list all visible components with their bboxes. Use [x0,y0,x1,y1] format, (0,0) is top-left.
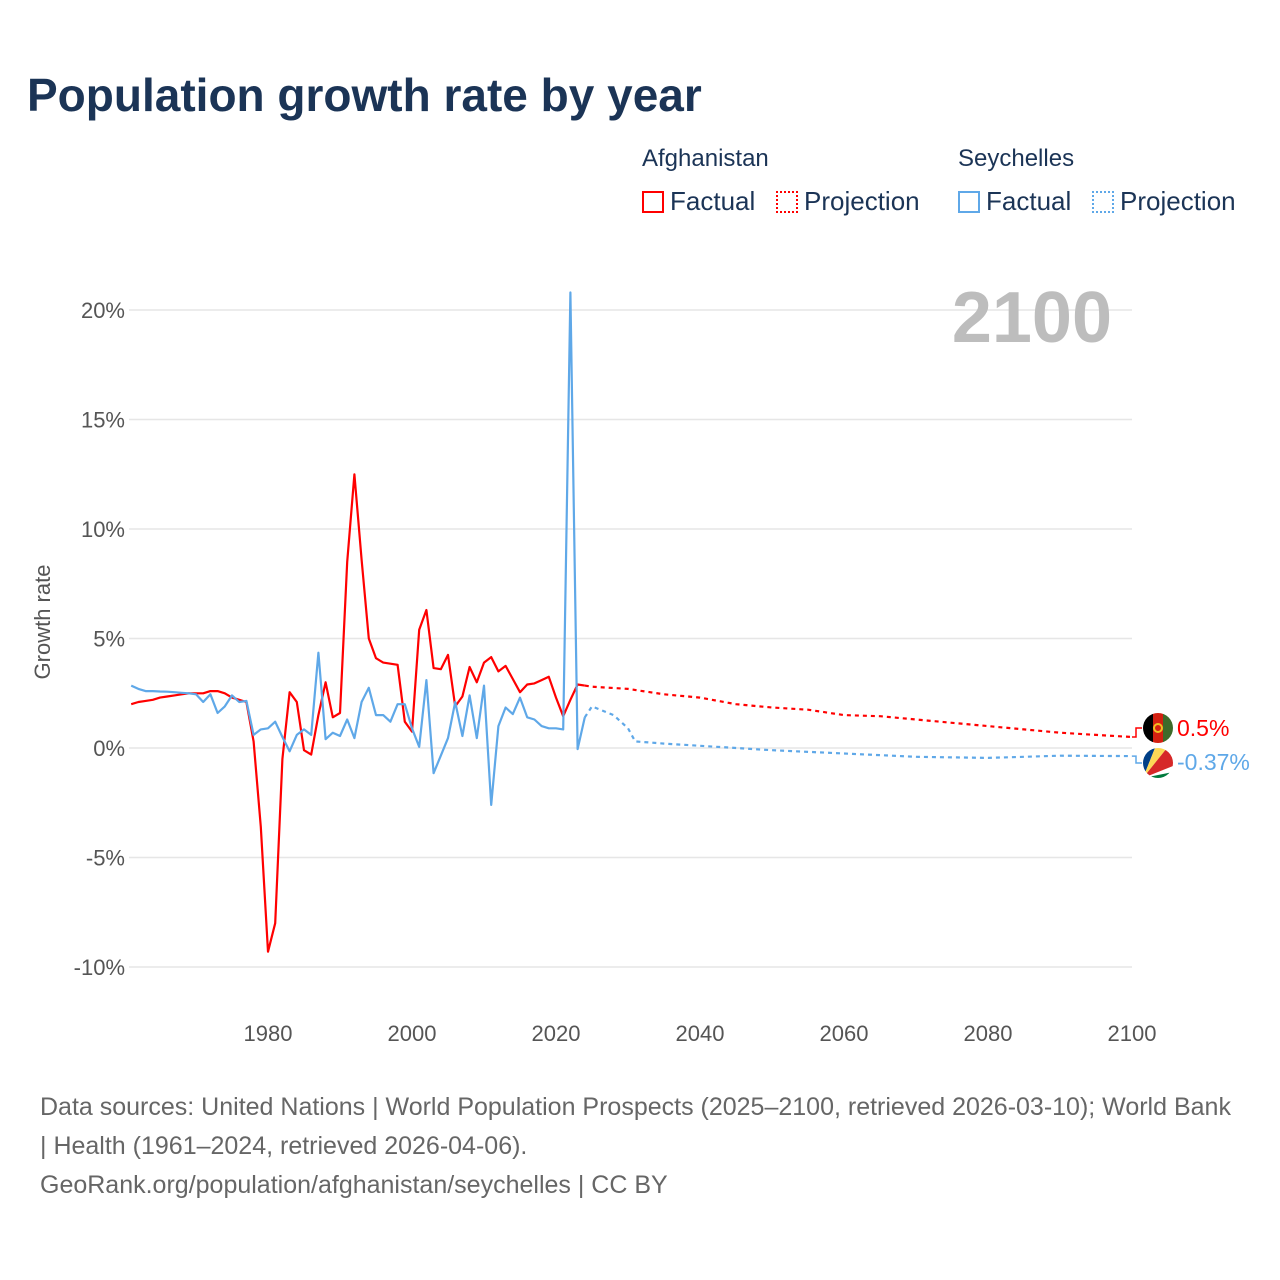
seychelles-factual-line [130,291,586,807]
seychelles-projection-line [583,705,1133,760]
afghanistan-end-label: 0.5% [1177,715,1229,741]
legend-afghanistan-projection[interactable]: Projection [776,186,920,217]
legend-seychelles-projection[interactable]: Projection [1092,186,1236,217]
x-tick-label: 1980 [244,1021,293,1046]
solid-swatch-icon [642,190,664,213]
legend-label: Projection [804,186,920,216]
x-tick-label: 2080 [964,1021,1013,1046]
data-sources: Data sources: United Nations | World Pop… [40,1093,1231,1160]
footer: Data sources: United Nations | World Pop… [40,1088,1240,1205]
legend-group-seychelles: Seychelles [958,145,1075,172]
y-tick-label: -10% [74,955,125,980]
dotted-swatch-icon [776,190,798,213]
legend-seychelles-factual[interactable]: Factual [958,186,1071,217]
y-tick-label: -5% [86,846,125,871]
legend-label: Factual [986,186,1072,216]
y-tick-label: 15% [81,408,125,433]
year-watermark: 2100 [952,278,1112,358]
legend-afghanistan-factual[interactable]: Factual [642,186,755,217]
x-tick-label: 2020 [532,1021,581,1046]
legend-label: Projection [1120,186,1236,216]
seychelles-flag-icon [1143,748,1173,778]
x-tick-label: 2060 [820,1021,869,1046]
line-chart: 20% 15% 10% 5% 0% -5% -10% 1980 2000 2020 2040 2060… [30,278,1250,1046]
afghanistan-projection-line [584,684,1133,739]
page-title: Population growth rate by year [27,69,702,121]
x-tick-label: 2100 [1108,1021,1157,1046]
solid-swatch-icon [958,190,980,213]
x-tick-label: 2040 [676,1021,725,1046]
source-link[interactable]: GeoRank.org/population/afghanistan/seych… [40,1171,668,1199]
y-tick-label: 5% [93,627,125,652]
y-tick-label: 20% [81,298,125,323]
x-tick-label: 2000 [388,1021,437,1046]
legend-group-afghanistan: Afghanistan [642,145,769,172]
afghanistan-factual-line [130,473,585,953]
afghanistan-flag-icon [1143,713,1173,743]
y-tick-label: 10% [81,517,125,542]
dotted-swatch-icon [1092,190,1114,213]
y-axis-label: Growth rate [30,565,55,680]
seychelles-end-label: -0.37% [1177,749,1250,775]
seychelles-end-connector [1132,755,1142,764]
afghanistan-end-connector [1132,727,1142,738]
y-tick-label: 0% [93,736,125,761]
legend-label: Factual [670,186,756,216]
